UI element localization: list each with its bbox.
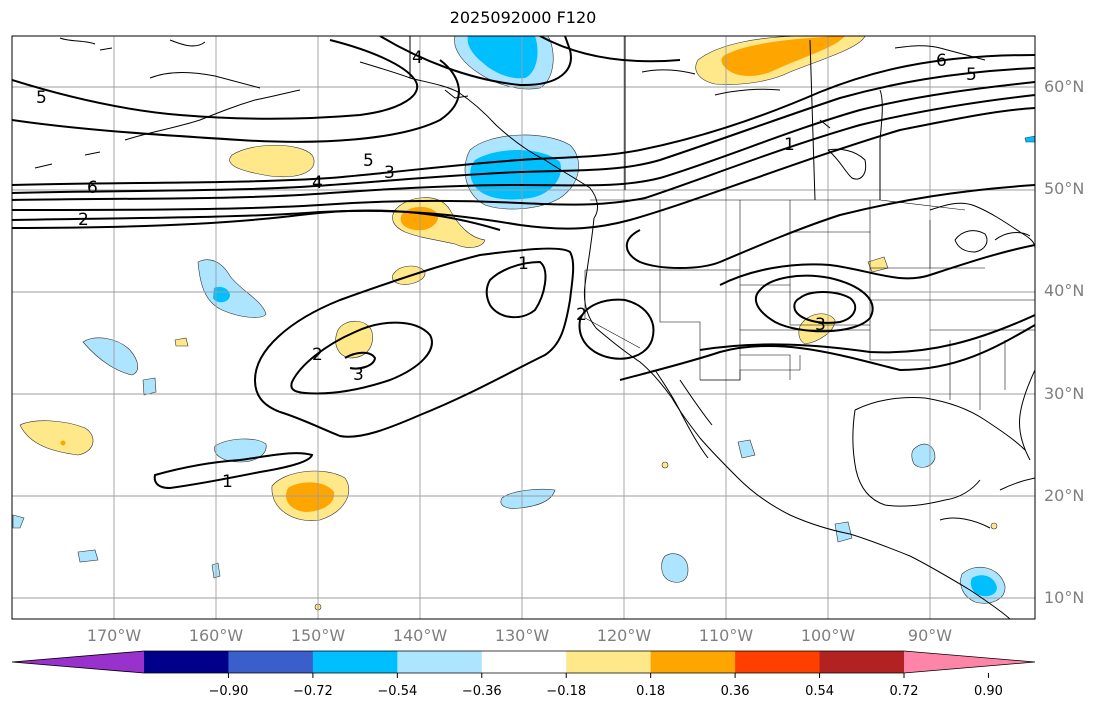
anomaly-fill-layer — [12, 36, 1035, 611]
contour-label: 5 — [966, 65, 977, 85]
coastlines — [34, 36, 1035, 619]
longitude-label: 130°W — [494, 626, 550, 645]
longitude-label: 140°W — [392, 626, 448, 645]
colorbar-tick-label: 0.36 — [720, 684, 750, 699]
colorbar-tick-label: 0.72 — [889, 684, 919, 699]
longitude-label: 120°W — [596, 626, 652, 645]
colorbar-tick-label: 0.90 — [973, 684, 1003, 699]
colorbar — [11, 650, 1036, 678]
colorbar-tick-label: −0.36 — [461, 684, 502, 699]
contour-label: 4 — [312, 173, 323, 193]
contour-label: 2 — [312, 345, 323, 365]
longitude-label: 90°W — [907, 626, 953, 645]
map-frame — [11, 35, 1036, 620]
graticule — [12, 36, 1035, 619]
contour-label: 4 — [412, 48, 423, 68]
latitude-label: 20°N — [1044, 485, 1085, 505]
map-title: 2025092000 F120 — [449, 8, 597, 27]
map-area — [12, 36, 1035, 619]
longitude-label: 110°W — [698, 626, 754, 645]
state-borders — [584, 199, 1035, 410]
colorbar-segment — [144, 651, 229, 673]
colorbar-tick-label: −0.90 — [208, 684, 249, 699]
contour-label: 3 — [353, 365, 364, 385]
longitude-label: 160°W — [188, 626, 244, 645]
colorbar-segment — [650, 651, 736, 673]
colorbar-tick-label: −0.54 — [377, 684, 418, 699]
colorbar-extend-min — [12, 651, 144, 673]
latitude-label: 30°N — [1044, 383, 1085, 403]
colorbar-outline — [11, 650, 1036, 674]
longitude-label: 150°W — [290, 626, 346, 645]
contour-label: 6 — [936, 51, 947, 71]
contour-label: 5 — [36, 88, 47, 108]
colorbar-segment — [735, 651, 821, 673]
contour-label: 1 — [784, 135, 795, 155]
latitude-label: 40°N — [1044, 281, 1085, 301]
colorbar-segment — [228, 651, 314, 673]
colorbar-segment — [819, 651, 905, 673]
contour-lines — [12, 36, 1035, 490]
contour-label: 2 — [78, 210, 89, 230]
colorbar-tick-label: −0.72 — [292, 684, 333, 699]
colorbar-tick-label: 0.54 — [805, 684, 835, 699]
contour-labels: 5 4 6 5 6 2 5 3 4 1 1 2 2 3 3 1 — [36, 48, 977, 492]
colorbar-segment — [397, 651, 483, 673]
contour-label: 1 — [222, 472, 233, 492]
contour-label: 3 — [815, 315, 826, 335]
colorbar-extend-max — [904, 651, 1035, 673]
latitude-label: 60°N — [1044, 77, 1085, 96]
contour-label: 3 — [384, 163, 395, 183]
latitude-label: 50°N — [1044, 179, 1085, 199]
colorbar-tick-label: 0.18 — [636, 684, 666, 699]
colorbar-segment — [566, 651, 652, 673]
latitude-label: 10°N — [1044, 588, 1085, 607]
longitude-label: 100°W — [800, 626, 856, 645]
contour-label: 5 — [363, 151, 374, 171]
colorbar-segment — [481, 651, 567, 673]
contour-label: 1 — [518, 254, 529, 274]
contour-label: 6 — [87, 178, 98, 198]
longitude-label: 170°W — [86, 626, 142, 645]
colorbar-segment — [312, 651, 398, 673]
colorbar-tick-label: −0.18 — [546, 684, 587, 699]
contour-label: 2 — [576, 305, 587, 325]
